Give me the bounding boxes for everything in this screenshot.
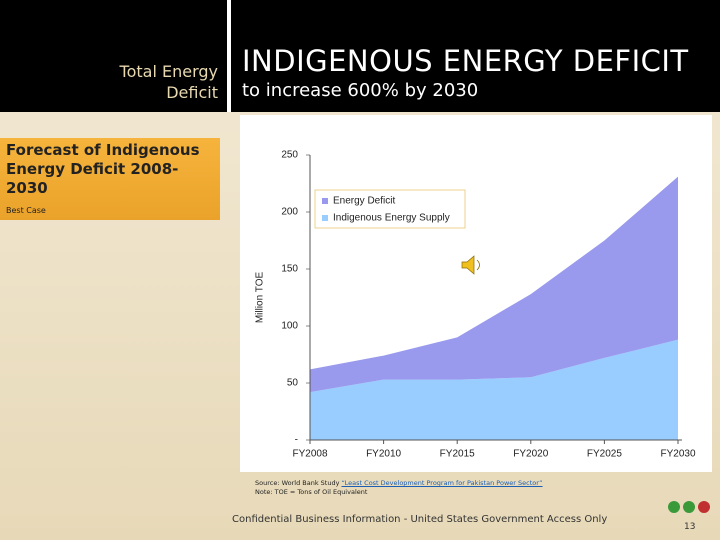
x-tick-label: FY2008: [292, 449, 327, 460]
x-tick-label: FY2015: [440, 449, 475, 460]
y-tick-label: -: [295, 435, 298, 446]
source-link[interactable]: “Least Cost Development Program for Paki…: [341, 479, 543, 487]
y-tick-label: 250: [281, 150, 298, 161]
y-axis-label: Million TOE: [255, 272, 266, 324]
y-tick-label: 200: [281, 207, 298, 218]
area: [310, 176, 678, 393]
legend-box: [314, 189, 466, 229]
note-text: Note: TOE = Tons of Oil Equivalent: [255, 488, 368, 496]
callout-subtitle: Best Case: [6, 206, 46, 215]
header-left-line: Deficit: [166, 83, 218, 102]
x-tick-label: FY2020: [513, 449, 548, 460]
source-note: Source: World Bank Study “Least Cost Dev…: [255, 479, 543, 497]
slide-subtitle: to increase 600% by 2030: [242, 80, 479, 101]
callout-box: Forecast of Indigenous Energy Deficit 20…: [0, 138, 220, 220]
slide-title: INDIGENOUS ENERGY DEFICIT: [242, 44, 689, 78]
header-band: [0, 0, 720, 112]
footer: Confidential Business Information - Unit…: [232, 514, 608, 525]
divider: [227, 0, 231, 112]
x-tick-label: FY2025: [587, 449, 622, 460]
x-tick-label: FY2010: [366, 449, 401, 460]
y-tick-label: 50: [287, 378, 299, 389]
legend-swatch: [322, 215, 328, 221]
y-tick-label: 100: [281, 321, 298, 332]
header-left-line: Total Energy: [119, 62, 218, 81]
nav-buttons[interactable]: [668, 501, 710, 513]
legend-label: Indigenous Energy Supply: [333, 213, 450, 224]
area: [310, 339, 678, 440]
x-tick-label: FY2030: [660, 449, 695, 460]
y-tick-label: 150: [281, 264, 298, 275]
source-text: Source: World Bank Study: [255, 479, 342, 487]
legend-swatch: [322, 198, 328, 204]
page-number: 13: [684, 522, 696, 532]
speaker-icon[interactable]: [461, 255, 480, 275]
legend-label: Energy Deficit: [333, 196, 395, 207]
callout-title: Forecast of Indigenous Energy Deficit 20…: [6, 141, 200, 197]
